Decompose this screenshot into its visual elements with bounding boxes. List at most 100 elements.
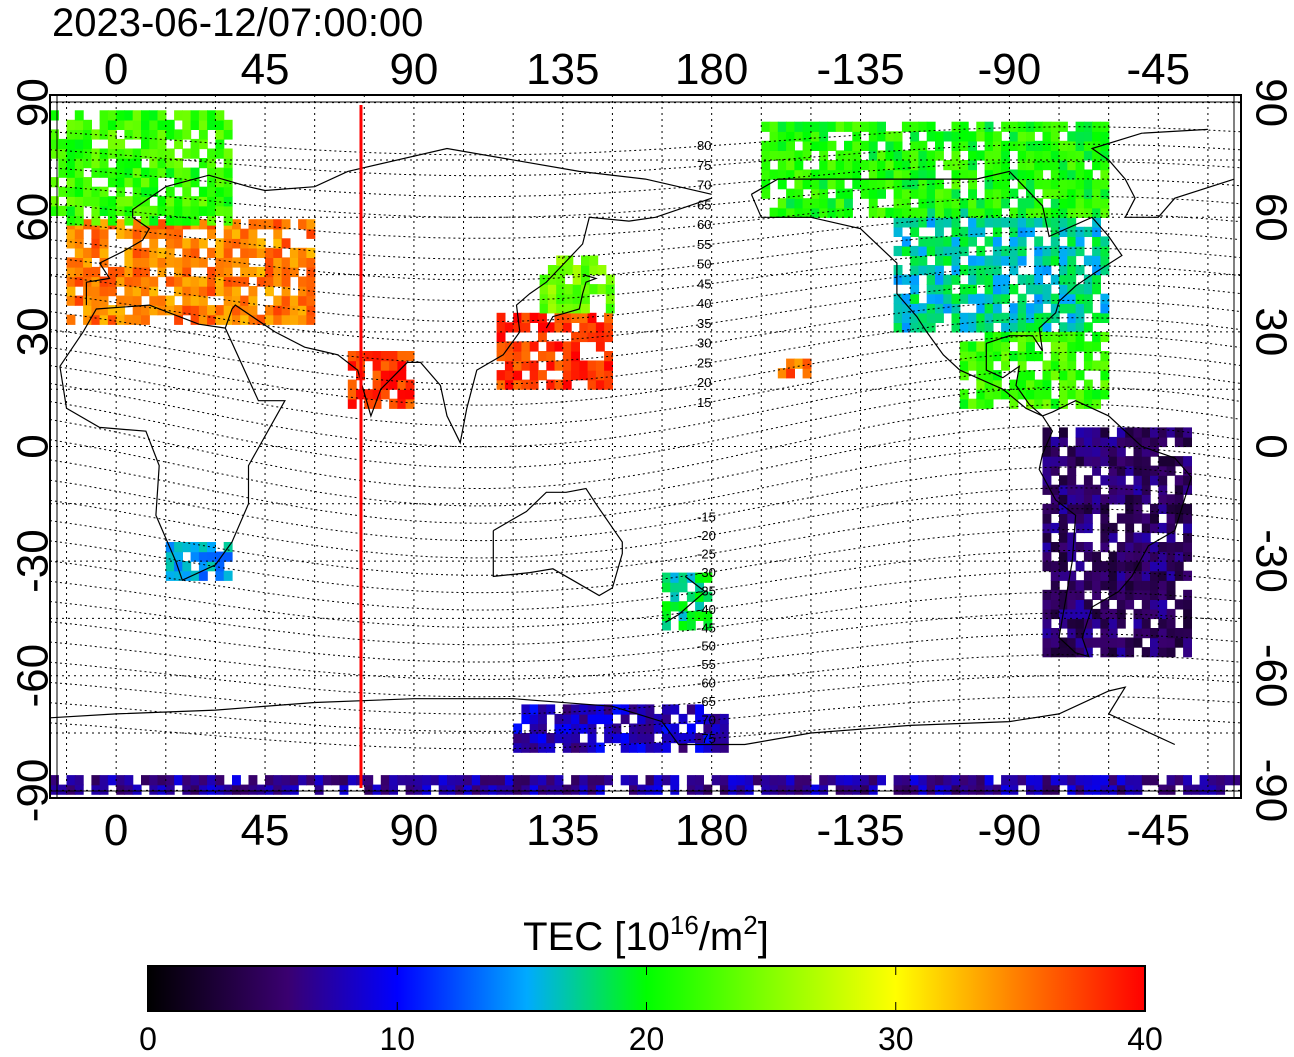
tec-cell bbox=[547, 303, 557, 314]
tec-cell bbox=[1034, 351, 1044, 362]
tec-cell bbox=[968, 265, 977, 276]
tec-cell bbox=[58, 167, 68, 178]
tec-cell bbox=[910, 284, 920, 295]
tec-cell bbox=[1133, 608, 1143, 620]
tec-cell bbox=[182, 775, 192, 786]
tec-cell bbox=[1026, 784, 1035, 795]
tec-cell bbox=[1050, 503, 1060, 514]
tec-cell bbox=[1034, 198, 1044, 209]
tec-cell bbox=[174, 570, 183, 581]
tec-cell bbox=[1174, 542, 1184, 553]
tec-cell bbox=[918, 322, 928, 333]
tec-cell bbox=[1150, 775, 1159, 786]
tec-cell bbox=[1067, 341, 1077, 352]
tec-cell bbox=[265, 286, 274, 297]
tec-cell bbox=[1059, 494, 1068, 505]
tec-cell bbox=[1042, 331, 1052, 343]
tec-cell bbox=[1083, 198, 1093, 209]
tec-cell bbox=[1141, 589, 1151, 600]
tec-cell bbox=[207, 110, 216, 121]
tec-region-europe bbox=[66, 219, 316, 325]
tec-cell bbox=[1083, 551, 1093, 562]
tec-cell bbox=[232, 314, 241, 325]
tec-cell bbox=[1100, 245, 1110, 257]
tec-cell bbox=[719, 733, 729, 744]
tec-cell bbox=[1075, 188, 1085, 199]
tec-cell bbox=[935, 131, 944, 142]
tec-cell bbox=[157, 119, 167, 130]
tec-cell bbox=[182, 148, 192, 159]
tec-cell bbox=[1034, 784, 1044, 795]
tec-cell bbox=[1083, 580, 1093, 591]
tec-cell bbox=[83, 186, 92, 197]
tec-cell bbox=[165, 148, 175, 159]
tec-cell bbox=[471, 784, 481, 795]
tec-cell bbox=[141, 110, 150, 121]
tec-cell bbox=[1009, 217, 1019, 228]
maglat-contour bbox=[50, 317, 1241, 385]
tec-cell bbox=[1075, 398, 1085, 409]
tec-cell bbox=[99, 129, 109, 140]
tec-cell bbox=[66, 167, 76, 178]
tec-cell bbox=[1034, 274, 1044, 285]
magnetic-latitude-labels: 8075706560555045403530252015-15-20-25-30… bbox=[697, 138, 716, 746]
tec-cell bbox=[901, 312, 911, 323]
tec-cell bbox=[926, 303, 936, 314]
tec-cell bbox=[786, 775, 795, 786]
tec-cell bbox=[992, 331, 1002, 343]
tec-cell bbox=[83, 177, 92, 188]
tec-cell bbox=[1108, 446, 1118, 457]
tec-cell bbox=[761, 169, 771, 180]
tec-cell bbox=[306, 314, 316, 325]
tec-cell bbox=[810, 179, 820, 190]
tec-cell bbox=[298, 276, 307, 287]
tec-cell bbox=[1183, 570, 1192, 581]
tec-cell bbox=[83, 196, 92, 207]
tec-cell bbox=[521, 713, 531, 725]
tec-cell bbox=[1050, 628, 1060, 639]
tec-cell bbox=[480, 775, 489, 786]
tec-cell bbox=[1050, 255, 1060, 266]
tec-cell bbox=[190, 138, 200, 150]
maglat-label: -65 bbox=[697, 694, 716, 709]
tec-cell bbox=[1092, 580, 1101, 591]
tec-cell bbox=[1009, 169, 1019, 180]
tec-cell bbox=[1059, 570, 1068, 581]
tec-cell bbox=[1009, 140, 1019, 151]
tec-cell bbox=[926, 236, 936, 247]
tec-cell bbox=[74, 177, 84, 188]
tec-cell bbox=[538, 331, 547, 343]
tec-cell bbox=[835, 169, 845, 180]
tec-cell bbox=[1158, 522, 1168, 534]
tec-cell bbox=[66, 186, 76, 197]
tec-cell bbox=[777, 775, 787, 786]
tec-cell bbox=[827, 207, 837, 218]
tec-cell bbox=[893, 245, 903, 257]
tec-cell bbox=[380, 360, 390, 371]
tec-cell bbox=[538, 351, 547, 362]
tec-cell bbox=[256, 784, 266, 795]
tec-cell bbox=[581, 284, 590, 295]
tec-cell bbox=[1017, 169, 1027, 180]
tec-cell bbox=[1067, 446, 1077, 457]
tec-cell bbox=[66, 228, 76, 239]
tec-cell bbox=[74, 148, 84, 159]
tec-cell bbox=[910, 179, 920, 190]
tec-cell bbox=[786, 198, 795, 209]
tec-cell bbox=[1059, 274, 1068, 285]
tec-cell bbox=[877, 131, 886, 142]
tec-cell bbox=[556, 303, 566, 314]
tec-cell bbox=[91, 314, 101, 325]
tec-cell bbox=[223, 266, 233, 278]
tec-cell bbox=[943, 236, 953, 247]
tec-cell bbox=[893, 169, 903, 180]
tec-cell bbox=[83, 119, 92, 130]
maglat-contour bbox=[50, 161, 1241, 198]
tec-cell bbox=[926, 150, 936, 161]
maglat-contour bbox=[50, 334, 1241, 406]
tec-cell bbox=[1133, 484, 1143, 495]
tec-cell bbox=[546, 322, 556, 333]
tec-cell bbox=[1067, 379, 1077, 390]
tec-cell bbox=[389, 370, 398, 381]
tec-cell bbox=[99, 305, 109, 316]
